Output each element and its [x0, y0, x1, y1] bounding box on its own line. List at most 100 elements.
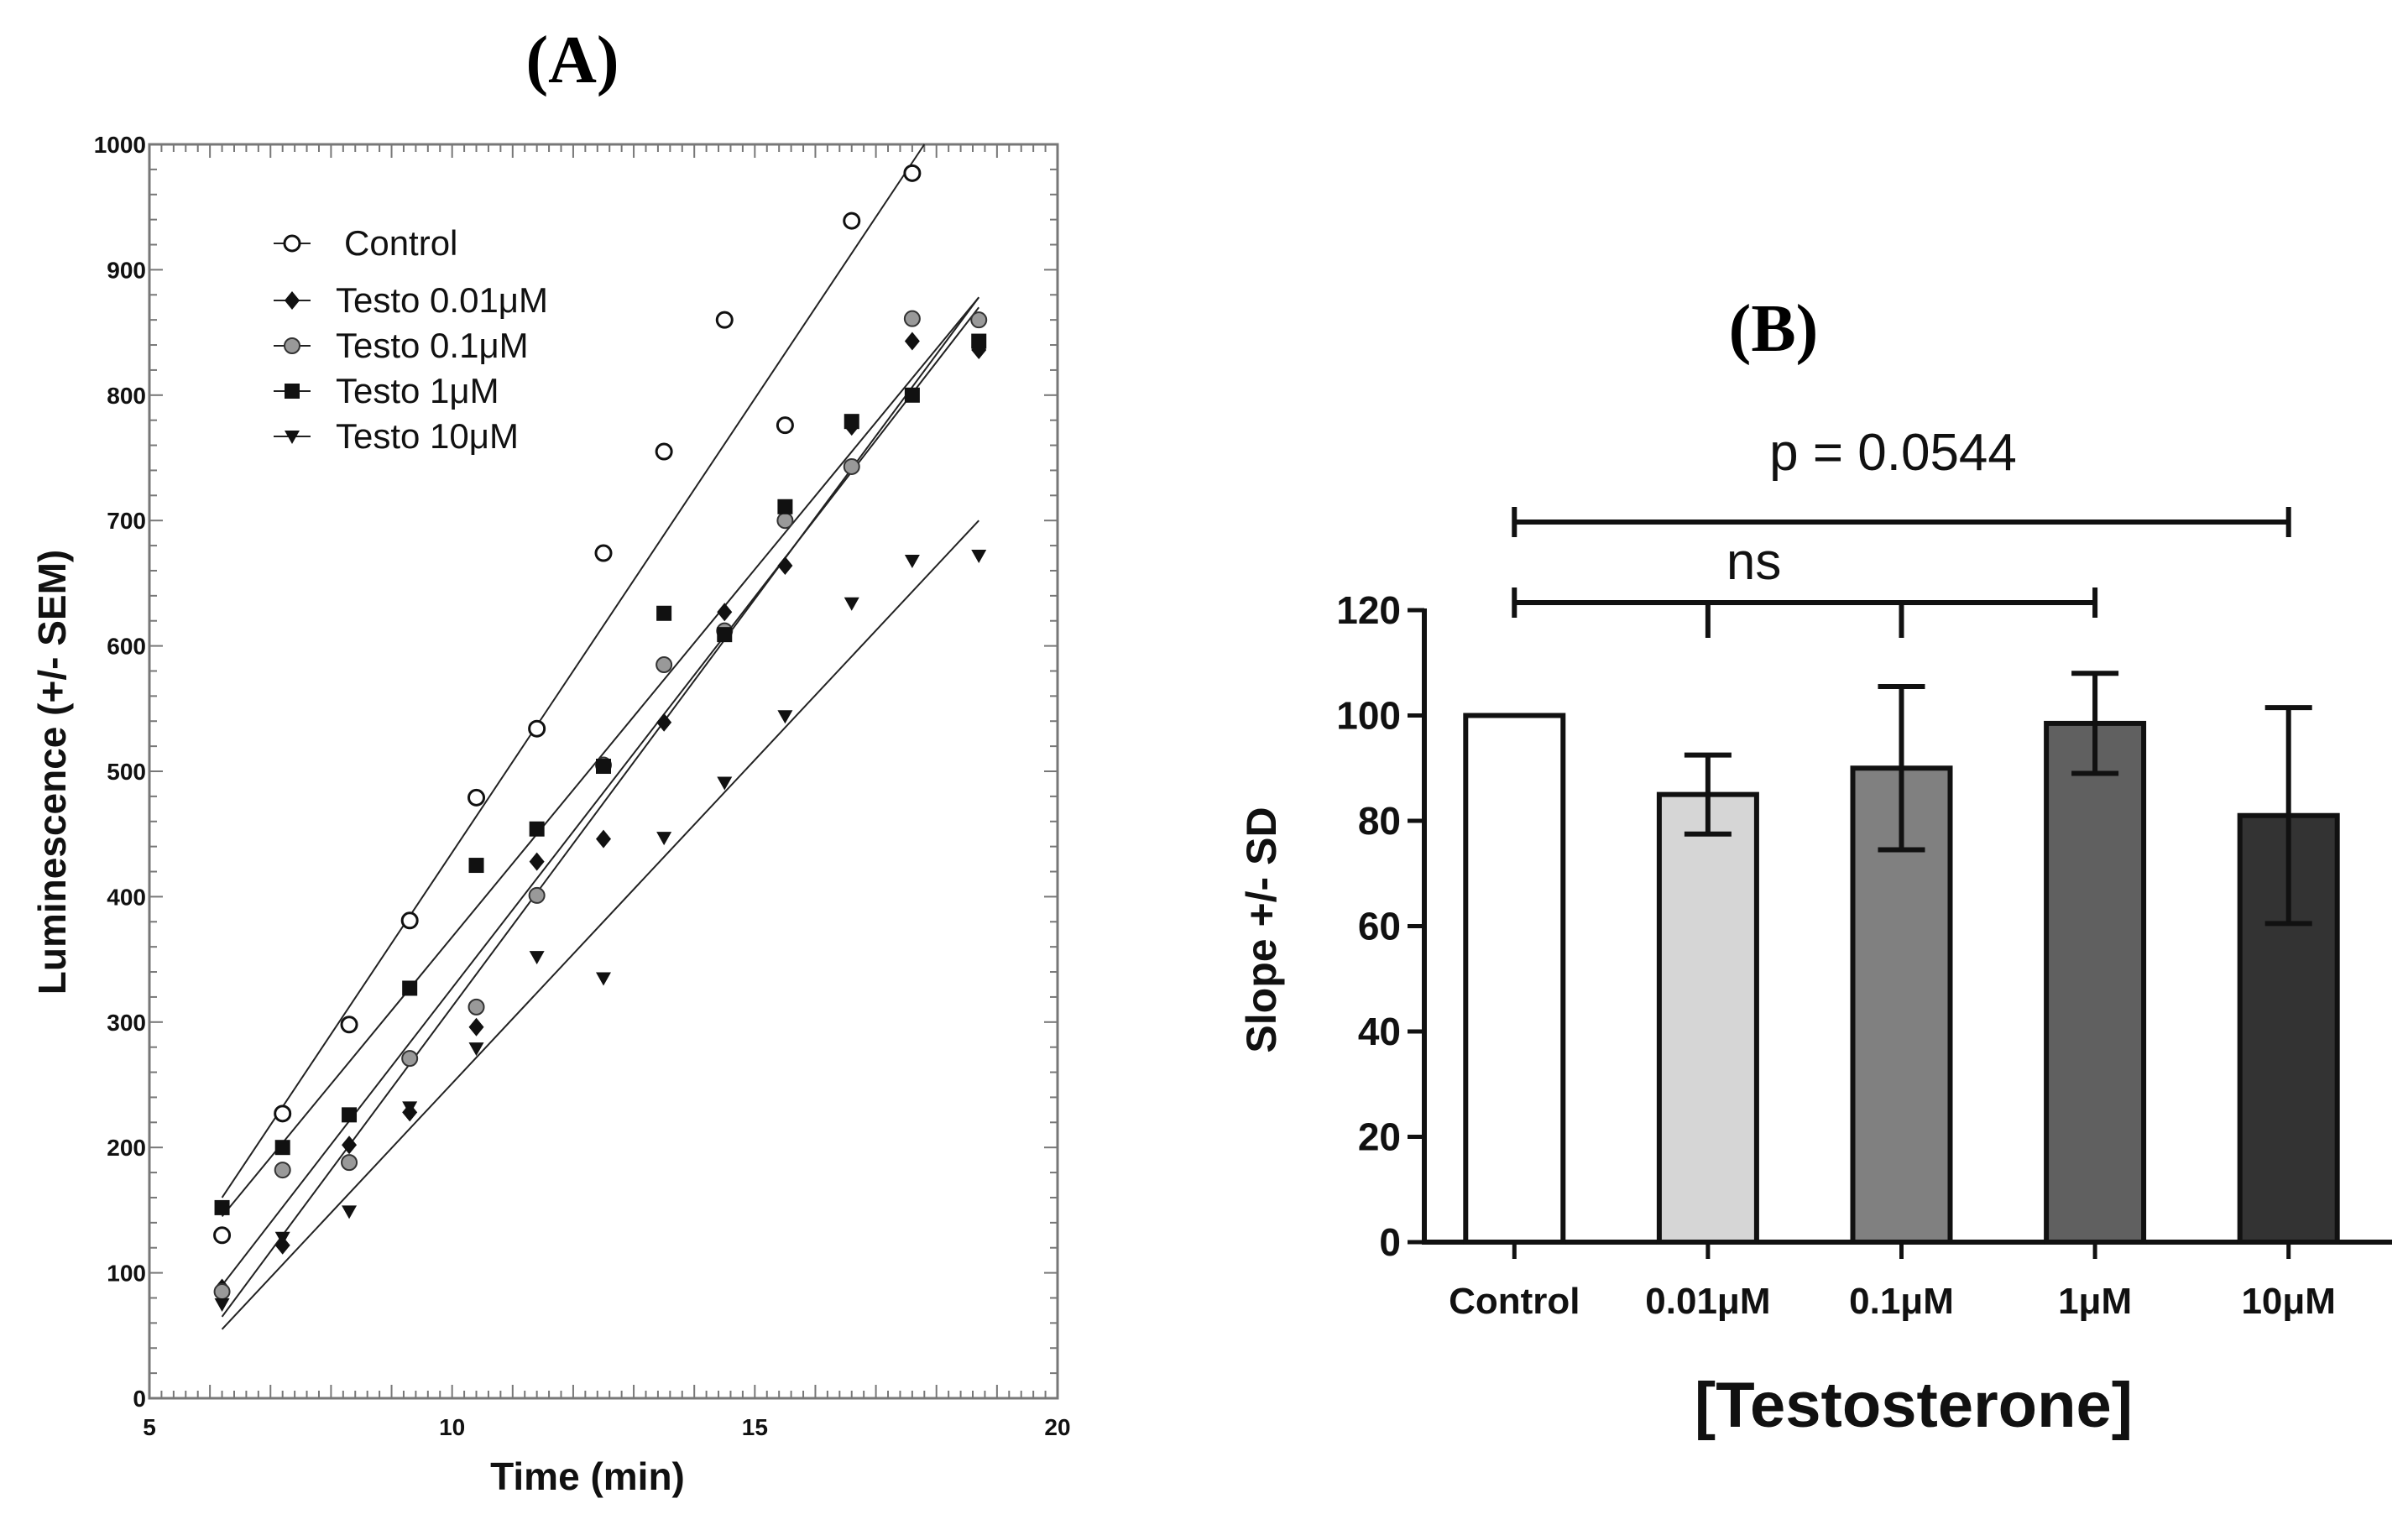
panel-a-grid: [149, 144, 1058, 1399]
point-testo-10-m: [529, 951, 545, 965]
point-testo-10-m: [274, 1231, 290, 1245]
y-tick-label-700: 700: [107, 508, 146, 534]
point-testo-0-01-m: [904, 332, 920, 351]
panel-b-x-axis-label: [Testosterone]: [1695, 1370, 2133, 1441]
x-tick-label-5: 5: [143, 1414, 156, 1440]
point-testo-0-01-m: [717, 603, 733, 622]
point-control: [528, 719, 546, 738]
x-tick-label-10: 10: [439, 1414, 465, 1440]
point-testo-1-m: [596, 759, 611, 775]
x-tick-label-20: 20: [1044, 1414, 1070, 1440]
y-tick-label-0: 0: [133, 1386, 146, 1412]
point-testo-10-m: [717, 776, 733, 791]
significance-label-ns: ns: [1726, 533, 1781, 591]
fit-line-testo-1-m: [221, 296, 979, 1218]
fit-line-control: [221, 144, 926, 1198]
point-testo-10-m: [596, 972, 611, 986]
legend-label-testo-0-01-m: Testo 0.01μM: [336, 280, 548, 320]
y-tick-label-60: 60: [1358, 905, 1401, 948]
y-tick-label-300: 300: [107, 1010, 146, 1036]
point-testo-0-1-m: [843, 457, 860, 475]
point-testo-10-m: [342, 1205, 358, 1219]
category-label-0-01-m: 0.01μM: [1645, 1281, 1770, 1322]
point-testo-0-1-m: [903, 310, 921, 327]
point-testo-1-m: [402, 980, 418, 996]
point-testo-1-m: [274, 1140, 290, 1156]
point-testo-1-m: [777, 499, 793, 514]
y-tick-label-1000: 1000: [94, 132, 146, 158]
point-testo-10-m: [777, 710, 793, 724]
point-control: [715, 311, 734, 329]
point-testo-10-m: [468, 1042, 484, 1057]
point-testo-10-m: [971, 550, 987, 564]
point-control: [843, 211, 861, 230]
y-tick-label-400: 400: [107, 884, 146, 910]
panel-a: (A) 5 10 15 2001002003004005006007008009001…: [30, 23, 1071, 1498]
point-testo-0-01-m: [342, 1136, 358, 1155]
panel-b-significance: p = 0.0544 ns: [1512, 424, 2291, 638]
bar-1-m: [2044, 720, 2147, 1245]
point-testo-1-m: [844, 414, 859, 430]
point-testo-1-m: [656, 605, 672, 621]
point-testo-1-m: [342, 1107, 358, 1123]
y-tick-label-120: 120: [1336, 588, 1401, 632]
y-tick-label-500: 500: [107, 759, 146, 785]
point-control: [340, 1016, 358, 1034]
panel-a-points: [213, 164, 988, 1312]
point-testo-0-1-m: [528, 886, 546, 904]
point-testo-10-m: [844, 597, 859, 611]
legend-marker-control: [283, 234, 301, 253]
point-testo-0-1-m: [341, 1154, 358, 1172]
point-testo-0-01-m: [468, 1017, 484, 1037]
y-tick-label-900: 900: [107, 257, 146, 283]
panel-a-label: (A): [525, 23, 619, 97]
fit-line-testo-10-m: [221, 520, 979, 1330]
point-testo-0-1-m: [274, 1162, 291, 1179]
point-testo-0-1-m: [656, 656, 673, 674]
point-testo-1-m: [971, 333, 987, 349]
legend-marker-testo-0-1-m: [284, 337, 300, 354]
x-tick-label-15: 15: [742, 1414, 768, 1440]
point-testo-10-m: [214, 1298, 230, 1312]
y-tick-label-600: 600: [107, 634, 146, 660]
point-testo-1-m: [904, 387, 920, 403]
point-testo-0-01-m: [656, 713, 672, 732]
legend-label-testo-10-m: Testo 10μM: [336, 416, 519, 456]
panel-a-legend: Control Testo 0.01μM Testo 0.1μM Testo 1μM T…: [274, 223, 548, 456]
point-testo-0-01-m: [529, 852, 545, 871]
point-testo-0-1-m: [970, 311, 988, 329]
legend-marker-testo-10-m: [285, 431, 300, 444]
point-testo-0-1-m: [467, 998, 485, 1016]
panel-a-fit-lines: [221, 144, 980, 1330]
y-tick-label-100: 100: [1336, 694, 1401, 738]
y-tick-label-200: 200: [107, 1135, 146, 1161]
panel-b: (B) 0 20 40 60 80 100 120 Control 0.01μM 0.1μM 1μM…: [1238, 292, 2392, 1441]
legend-marker-testo-1-m: [285, 384, 300, 399]
point-testo-0-01-m: [777, 556, 793, 575]
panel-b-bars: [1463, 671, 2340, 1245]
point-control: [274, 1104, 292, 1123]
point-control: [594, 544, 613, 562]
point-testo-10-m: [402, 1101, 418, 1115]
bar-control: [1463, 713, 1566, 1245]
point-testo-0-1-m: [213, 1283, 231, 1301]
y-tick-label-100: 100: [107, 1261, 146, 1287]
point-control: [903, 164, 922, 182]
legend-label-control: Control: [344, 223, 457, 263]
point-control: [776, 416, 794, 435]
point-testo-0-1-m: [401, 1050, 419, 1068]
category-label-0-1-m: 0.1μM: [1849, 1281, 1954, 1322]
category-label-10-m: 10μM: [2241, 1281, 2336, 1322]
legend-label-testo-1-m: Testo 1μM: [336, 371, 499, 410]
point-control: [400, 911, 419, 930]
y-tick-label-800: 800: [107, 383, 146, 409]
panel-a-y-axis-label: Luminescence (+/- SEM): [30, 550, 74, 995]
category-label-control: Control: [1449, 1281, 1580, 1322]
y-tick-label-20: 20: [1358, 1115, 1401, 1159]
point-testo-10-m: [904, 555, 920, 569]
point-testo-0-01-m: [596, 829, 611, 849]
y-tick-label-80: 80: [1358, 799, 1401, 843]
bar-0-01-m: [1656, 791, 1759, 1245]
category-label-1-m: 1μM: [2058, 1281, 2132, 1322]
